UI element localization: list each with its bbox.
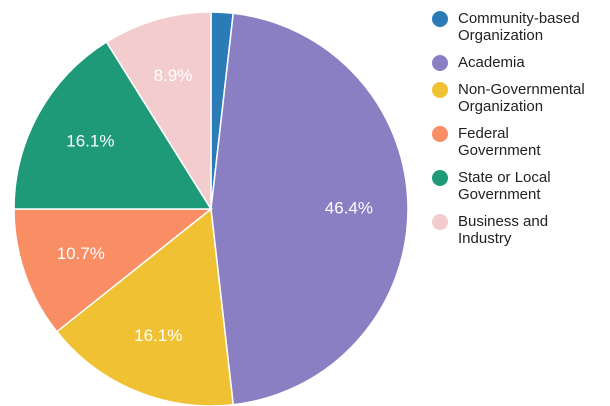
value-label: 46.4% <box>325 198 373 217</box>
legend-marker <box>432 82 448 98</box>
legend-item: Academia <box>430 54 610 71</box>
legend-label: Community-based Organization <box>458 10 580 44</box>
legend-label: Business and Industry <box>458 213 549 247</box>
value-label: 8.9% <box>154 66 193 85</box>
chart: 46.4% 16.1% 10.7% 16.1% 8.9% <box>13 11 409 406</box>
legend-marker <box>432 55 448 71</box>
legend-label: Federal Government <box>458 125 541 159</box>
legend-item: Federal Government <box>430 125 610 159</box>
value-label: 16.1% <box>134 326 182 345</box>
legend-item: State or Local Government <box>430 169 610 203</box>
pie-slice <box>105 11 212 212</box>
legend-label: Academia <box>458 54 525 71</box>
legend-marker <box>432 11 448 27</box>
legend-label: State or Local Government <box>458 169 551 203</box>
legend-marker <box>432 126 448 142</box>
legend-item: Community-based Organization <box>430 10 610 44</box>
legend-item: Non-Governmental Organization <box>430 81 610 115</box>
legend: Community-based Organization Academia Non-… <box>430 10 610 257</box>
value-label: 16.1% <box>66 132 114 151</box>
legend-label: Non-Governmental Organization <box>458 81 585 115</box>
legend-item: Business and Industry <box>430 213 610 247</box>
value-label: 10.7% <box>57 244 105 263</box>
pie-slice <box>13 208 214 333</box>
pie-slice <box>210 12 409 406</box>
pie-slice <box>13 40 213 210</box>
legend-marker <box>432 170 448 186</box>
legend-marker <box>432 214 448 230</box>
